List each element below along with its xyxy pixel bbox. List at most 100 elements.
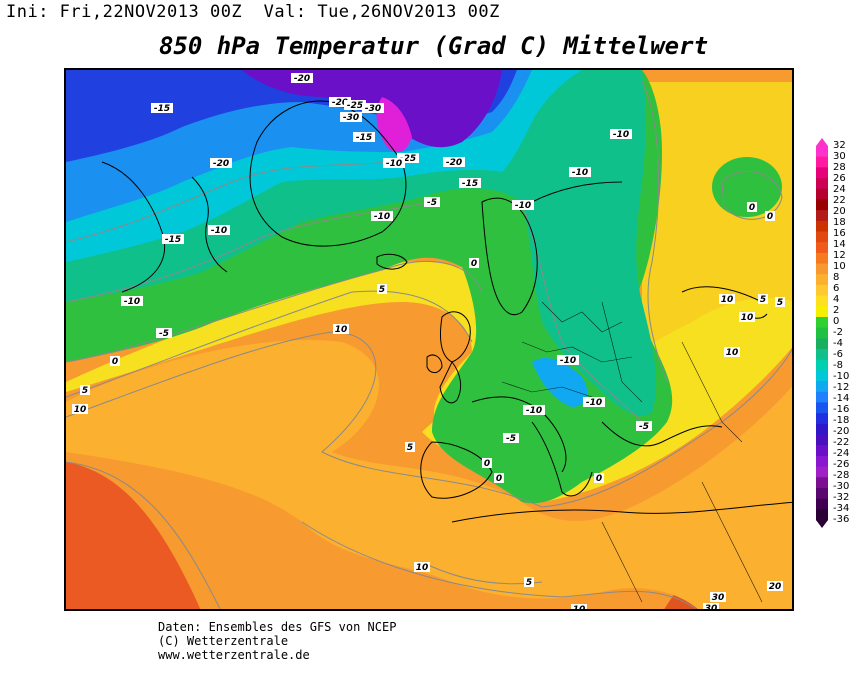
contour-value-text: -10 <box>124 297 140 307</box>
contour-value-text: 0 <box>471 259 477 269</box>
contour-value-text: -15 <box>165 235 181 245</box>
contour-value-label: -5 <box>156 328 172 339</box>
contour-value-label: -5 <box>424 197 440 208</box>
temperature-map: -20 -20 -25 -30 -30 -15 -15 -25 -10 -20 -20 -15 -10-… <box>64 68 794 611</box>
contour-value-label: -25 <box>344 100 366 111</box>
contour-value-label: 30 <box>710 592 726 603</box>
color-scale-label: 8 <box>833 272 840 283</box>
contour-value-label: 0 <box>747 202 757 213</box>
contour-value-label: -5 <box>636 421 652 432</box>
color-scale-swatch <box>816 455 828 468</box>
color-scale-top-arrow <box>816 138 828 146</box>
contour-value-text: -15 <box>154 104 170 114</box>
color-scale-swatch <box>816 199 828 211</box>
contour-value-text: 10 <box>74 405 87 415</box>
contour-value-label: -10 <box>208 225 230 236</box>
color-scale-swatch <box>816 316 828 329</box>
color-scale-label: -16 <box>833 404 850 415</box>
contour-value-label: -20 <box>329 97 351 108</box>
contour-value-label: -10 <box>523 405 545 416</box>
contour-value-label: -20 <box>291 73 313 84</box>
contour-value-label: -10 <box>383 158 405 169</box>
contour-value-text: -5 <box>506 434 516 444</box>
color-scale-swatch <box>816 498 828 510</box>
color-scale-swatch <box>816 349 828 361</box>
color-scale-label: 18 <box>833 217 846 228</box>
color-scale-label: 30 <box>833 151 846 162</box>
coastlines <box>101 100 792 523</box>
color-scale-swatch <box>816 263 828 275</box>
color-scale-swatch <box>816 167 828 179</box>
contour-value-label: 5 <box>758 294 768 305</box>
cold-pocket-east <box>712 157 782 217</box>
contour-value-label: 5 <box>524 577 534 588</box>
color-scale-label: -4 <box>833 338 843 349</box>
contour-label-layer: -20-20-25 -30-30-15-15-25-10 -20-20-15-10-… <box>72 73 785 611</box>
contour-value-text: 10 <box>416 563 429 573</box>
contour-value-text: -15 <box>356 133 372 143</box>
color-scale-swatch <box>816 274 828 286</box>
contour-value-label: 0 <box>110 356 120 367</box>
contour-value-text: -10 <box>560 356 576 366</box>
color-scale-swatch <box>816 434 828 446</box>
footer-data-source: Daten: Ensembles des GFS von NCEP <box>158 620 397 634</box>
contour-value-text: -15 <box>462 179 478 189</box>
contour-value-text: 0 <box>496 474 502 484</box>
contour-value-label: 10 <box>414 562 430 573</box>
contour-value-text: -10 <box>211 226 227 236</box>
color-scale-label: 14 <box>833 239 846 250</box>
contour-value-label: -20 <box>443 157 465 168</box>
contour-value-text: 10 <box>721 295 734 305</box>
contour-value-label: 10 <box>719 294 735 305</box>
color-scale-swatch <box>816 359 828 371</box>
contour-value-text: 10 <box>335 325 348 335</box>
init-valid-line: Ini: Fri,22NOV2013 00Z Val: Tue,26NOV201… <box>6 2 500 22</box>
contour-value-text: -25 <box>400 154 416 164</box>
contour-value-label: 30 <box>703 603 719 611</box>
color-scale-bottom-arrow <box>816 520 828 528</box>
color-scale-label: 22 <box>833 195 846 206</box>
contour-value-text: 0 <box>767 212 773 222</box>
isotherm-lines <box>66 81 792 609</box>
color-scale-label: -6 <box>833 349 843 360</box>
contour-value-label: 20 <box>767 581 783 592</box>
color-scale-label: 6 <box>833 283 840 294</box>
color-scale-swatch <box>816 188 828 200</box>
color-scale-swatch <box>816 445 828 457</box>
contour-value-text: 10 <box>726 348 739 358</box>
contour-value-label: 5 <box>80 385 90 396</box>
color-scale-label: -32 <box>833 492 850 503</box>
color-scale-swatch <box>816 327 828 339</box>
color-scale-label: -14 <box>833 393 850 404</box>
contour-value-label: 0 <box>469 258 479 269</box>
footer-copyright: (C) Wetterzentrale <box>158 634 289 648</box>
contour-value-label: 10 <box>724 347 740 358</box>
contour-value-label: 10 <box>333 324 349 335</box>
color-scale-label: -20 <box>833 426 850 437</box>
contour-value-label: -10 <box>610 129 632 140</box>
contour-value-label: 10 <box>571 604 587 609</box>
color-scale-label: -28 <box>833 470 850 481</box>
color-scale-label: -30 <box>833 481 850 492</box>
color-scale-label: -36 <box>833 514 850 525</box>
contour-value-label: 0 <box>765 211 775 222</box>
country-borders <box>501 301 763 603</box>
contour-value-label: -10 <box>121 296 143 307</box>
color-scale-label: 4 <box>833 294 840 305</box>
color-scale-swatch <box>816 295 828 307</box>
color-scale-label: -26 <box>833 459 850 470</box>
contour-value-label: -10 <box>569 167 591 178</box>
footer-website: www.wetterzentrale.de <box>158 648 310 662</box>
contour-value-label: -10 <box>583 397 605 408</box>
color-scale-swatch <box>816 220 828 232</box>
color-scale-label: 16 <box>833 228 846 239</box>
color-scale-swatch <box>816 477 828 489</box>
contour-value-text: -5 <box>427 198 437 208</box>
color-scale-swatch <box>816 231 828 243</box>
contour-value-text: -10 <box>613 130 629 140</box>
contour-value-text: -20 <box>332 98 348 108</box>
contour-value-text: 5 <box>379 285 385 295</box>
color-scale-label: 26 <box>833 173 846 184</box>
contour-value-text: 30 <box>705 604 718 611</box>
contour-value-label: -30 <box>340 112 362 123</box>
